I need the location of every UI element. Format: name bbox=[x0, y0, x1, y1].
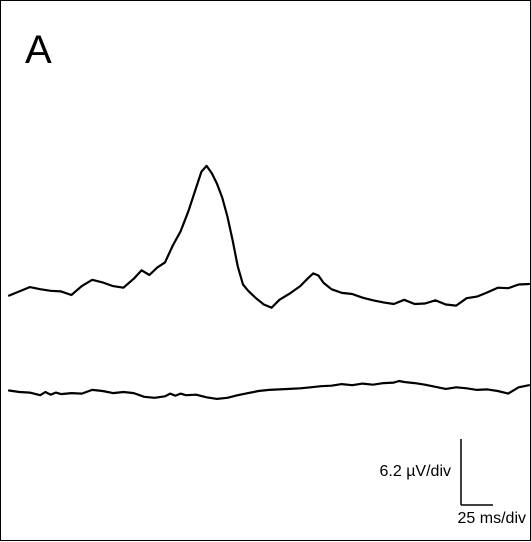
traces-group bbox=[7, 164, 531, 400]
trace-2 bbox=[7, 379, 531, 400]
trace-1 bbox=[7, 164, 531, 309]
time-scale-label: 25 ms/div bbox=[458, 510, 526, 527]
scale-bar: 6.2 µV/div 25 ms/div bbox=[380, 439, 526, 527]
voltage-scale-label: 6.2 µV/div bbox=[380, 463, 451, 480]
panel-label: A bbox=[25, 28, 52, 72]
